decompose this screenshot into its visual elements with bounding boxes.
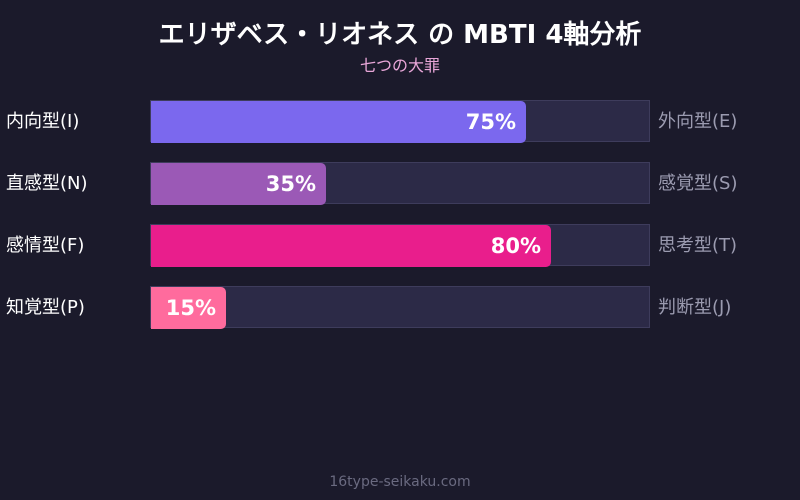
bar-row: 知覚型(P) 15% 判断型(J) (0, 286, 800, 330)
bar-value-label: 15% (165, 296, 216, 320)
chart-subtitle: 七つの大罪 (359, 56, 440, 75)
bar-right-label: 感覚型(S) (658, 173, 738, 194)
bar-row: 直感型(N) 35% 感覚型(S) (0, 162, 800, 206)
chart-title: エリザベス・リオネス の MBTI 4軸分析 (158, 20, 642, 50)
bar-left-label: 直感型(N) (6, 173, 88, 194)
bar-track: 15% (150, 286, 650, 329)
footer-site: 16type-seikaku.com (329, 474, 471, 490)
bar-left-label: 知覚型(P) (6, 297, 85, 318)
bar-fill: 35% (151, 163, 326, 205)
bar-left-label: 感情型(F) (6, 235, 85, 256)
bar-left-label: 内向型(I) (6, 111, 80, 132)
bar-fill: 75% (151, 101, 526, 143)
bar-row: 内向型(I) 75% 外向型(E) (0, 100, 800, 144)
bar-value-label: 80% (490, 234, 541, 258)
bar-fill: 80% (151, 225, 551, 267)
bar-value-label: 35% (265, 172, 316, 196)
bar-track: 75% (150, 100, 650, 143)
bar-track: 80% (150, 224, 650, 267)
bar-value-label: 75% (465, 110, 516, 134)
bar-right-label: 判断型(J) (658, 297, 732, 318)
bar-fill: 15% (151, 287, 226, 329)
bar-right-label: 外向型(E) (658, 111, 738, 132)
bar-track: 35% (150, 162, 650, 205)
bar-row: 感情型(F) 80% 思考型(T) (0, 224, 800, 268)
bar-right-label: 思考型(T) (658, 235, 738, 256)
